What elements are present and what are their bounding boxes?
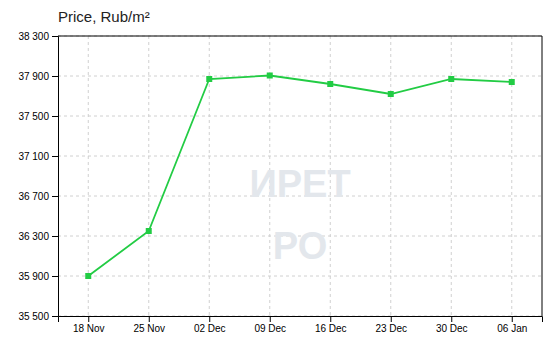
tick: 37 500 xyxy=(18,111,58,122)
plot: ИРЕТ РО 35 500 35 900 36 300 36 700 37 100 37 5… xyxy=(18,31,542,334)
tick-label: 18 Nov xyxy=(73,323,105,334)
marker xyxy=(146,228,152,234)
tick-label: 35 900 xyxy=(18,271,49,282)
tick: 36 700 xyxy=(18,191,58,202)
tick-mark xyxy=(52,276,58,277)
title: Price, Rub/m² xyxy=(58,8,150,25)
tick: 35 500 xyxy=(18,311,58,322)
grid-line xyxy=(58,36,542,37)
marker xyxy=(509,79,515,85)
tick-label: 37 500 xyxy=(18,111,49,122)
tick: 02 Dec xyxy=(194,316,226,334)
grid-line xyxy=(390,36,391,316)
tick-mark xyxy=(52,36,58,37)
frame xyxy=(542,36,543,316)
tick-mark xyxy=(270,316,271,322)
grid-line xyxy=(58,76,542,77)
marker xyxy=(448,76,454,82)
marker xyxy=(85,273,91,279)
tick-mark xyxy=(209,316,210,322)
tick: 16 Dec xyxy=(315,316,347,334)
grid-line xyxy=(58,116,542,117)
tick: 06 Jan xyxy=(497,316,527,334)
tick-mark xyxy=(52,76,58,77)
tick-mark xyxy=(52,196,58,197)
tick-mark xyxy=(512,316,513,322)
tick-mark xyxy=(149,316,150,322)
tick-label: 36 300 xyxy=(18,231,49,242)
tick-mark xyxy=(88,316,89,322)
tick-label: 06 Jan xyxy=(497,323,527,334)
tick-label: 25 Nov xyxy=(133,323,165,334)
annotation: РО xyxy=(273,225,327,267)
grid xyxy=(58,36,542,316)
tick-label: 23 Dec xyxy=(375,323,407,334)
axis-line xyxy=(59,317,543,323)
series xyxy=(85,73,515,280)
tick-mark xyxy=(52,156,58,157)
watermark: ИРЕТ РО xyxy=(249,163,350,267)
grid-line xyxy=(511,36,512,316)
chart: ИРЕТ РО 35 500 35 900 36 300 36 700 37 100 37 5… xyxy=(0,0,560,346)
tick-mark xyxy=(330,316,331,322)
y-axis: 35 500 35 900 36 300 36 700 37 100 37 500 37 9… xyxy=(18,31,58,322)
tick: 09 Dec xyxy=(254,316,286,334)
x-axis: 18 Nov 25 Nov 02 Dec 09 Dec 16 Dec 23 Dec 30 D… xyxy=(59,316,543,334)
tick-label: 37 900 xyxy=(18,71,49,82)
marker xyxy=(388,91,394,97)
tick-mark xyxy=(451,316,452,322)
tick: 35 900 xyxy=(18,271,58,282)
tick-label: 09 Dec xyxy=(254,323,286,334)
annotation: ИРЕТ xyxy=(249,163,350,205)
tick: 25 Nov xyxy=(133,316,165,334)
tick-mark xyxy=(52,116,58,117)
tick: 23 Dec xyxy=(375,316,407,334)
tick-mark xyxy=(391,316,392,322)
tick: 38 300 xyxy=(18,31,58,42)
tick: 37 900 xyxy=(18,71,58,82)
frame xyxy=(58,36,542,37)
marker xyxy=(267,73,273,79)
tick-mark xyxy=(52,316,58,317)
marker xyxy=(327,81,333,87)
grid-line xyxy=(148,36,149,316)
tick-label: 36 700 xyxy=(18,191,49,202)
tick-label: 35 500 xyxy=(18,311,49,322)
tick: 37 100 xyxy=(18,151,58,162)
axis-line xyxy=(52,37,59,317)
tick-label: 37 100 xyxy=(18,151,49,162)
tick-mark xyxy=(52,236,58,237)
tick-label: 02 Dec xyxy=(194,323,226,334)
tick: 30 Dec xyxy=(436,316,468,334)
tick: 36 300 xyxy=(18,231,58,242)
tick-label: 16 Dec xyxy=(315,323,347,334)
marker xyxy=(206,76,212,82)
grid-line xyxy=(58,156,542,157)
tick: 18 Nov xyxy=(73,316,105,334)
tick-label: 30 Dec xyxy=(436,323,468,334)
line xyxy=(88,76,512,277)
grid-line xyxy=(58,276,542,277)
tick-label: 38 300 xyxy=(18,31,49,42)
